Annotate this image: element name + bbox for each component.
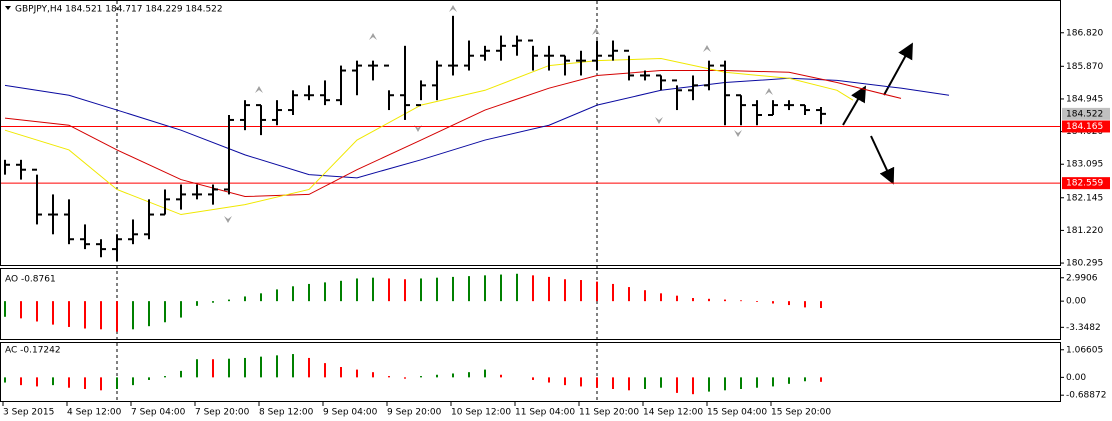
level-label-box	[1062, 120, 1110, 133]
ac-panel	[0, 342, 1061, 402]
x-tick-label: 9 Sep 20:00	[387, 408, 442, 418]
price-label: 184.522	[1066, 109, 1103, 119]
menu-triangle[interactable]	[5, 6, 11, 10]
fractal-up	[765, 88, 773, 95]
y-tick-label: 183.095	[1066, 160, 1103, 170]
y-tick-label: 184.945	[1066, 94, 1103, 104]
y-tick-label: -0.68872	[1066, 391, 1106, 401]
fractal-up	[449, 5, 457, 12]
price-label-box	[1062, 107, 1110, 120]
x-tick-label: 3 Sep 2015	[3, 408, 54, 418]
ao-title: AO -0.8761	[5, 275, 56, 285]
trend-arrow	[870, 135, 895, 185]
main-panel	[0, 0, 1061, 266]
moving-average	[4, 77, 950, 179]
y-tick-label: 0.00	[1066, 297, 1086, 307]
y-tick-label: 180.295	[1066, 259, 1103, 269]
ac-title: AC -0.17242	[5, 346, 61, 356]
x-tick-label: 11 Sep 04:00	[515, 408, 575, 418]
x-tick-label: 4 Sep 12:00	[67, 408, 122, 418]
level-label: 184.165	[1066, 122, 1103, 132]
x-tick-label: 8 Sep 12:00	[259, 408, 314, 418]
moving-average	[4, 70, 902, 198]
level-label: 182.559	[1066, 179, 1103, 189]
fractal-up	[369, 33, 377, 40]
y-tick-label: 0.00	[1066, 373, 1086, 383]
x-tick-label: 15 Sep 04:00	[707, 408, 767, 418]
x-tick-label: 7 Sep 20:00	[195, 408, 250, 418]
x-tick-label: 11 Sep 20:00	[579, 408, 639, 418]
x-tick-label: 10 Sep 12:00	[451, 408, 511, 418]
x-tick-label: 9 Sep 04:00	[323, 408, 378, 418]
fractal-up	[703, 45, 711, 52]
y-tick-label: 1.06605	[1066, 345, 1103, 355]
trend-arrow	[842, 85, 867, 126]
y-tick-label: -3.3482	[1066, 323, 1101, 333]
y-tick-label: 185.870	[1066, 62, 1103, 72]
symbol-title: GBPJPY,H4 184.521 184.717 184.229 184.52…	[15, 5, 223, 15]
fractal-up	[592, 28, 600, 35]
fractal-down	[224, 216, 232, 223]
y-tick-label: 182.145	[1066, 193, 1103, 203]
y-tick-label: 2.9906	[1066, 273, 1098, 283]
x-tick-label: 7 Sep 04:00	[131, 408, 186, 418]
y-tick-label: 186.820	[1066, 28, 1103, 38]
fractal-down	[734, 130, 742, 137]
level-label-box	[1062, 177, 1110, 190]
fractal-up	[255, 86, 263, 93]
x-tick-label: 15 Sep 20:00	[771, 408, 831, 418]
x-tick-label: 14 Sep 12:00	[643, 408, 703, 418]
fractal-down	[655, 117, 663, 124]
y-tick-label: 181.220	[1066, 226, 1103, 236]
ao-panel	[0, 268, 1061, 340]
